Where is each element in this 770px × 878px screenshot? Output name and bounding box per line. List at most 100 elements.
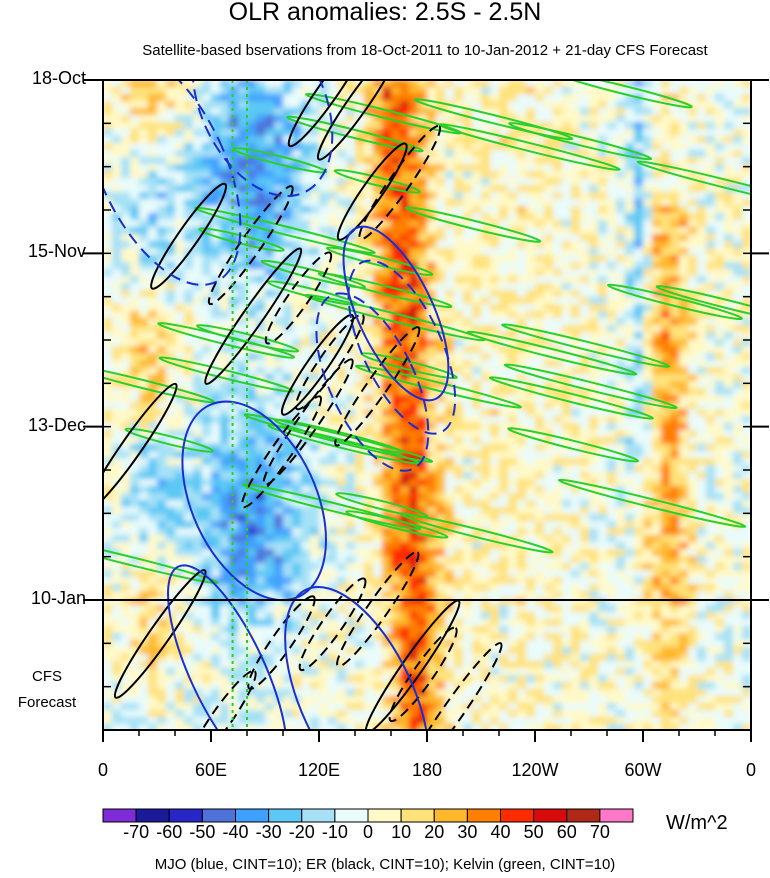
olr-cell (679, 493, 689, 501)
olr-cell (517, 129, 527, 137)
olr-cell (355, 311, 365, 319)
olr-cell (157, 297, 167, 305)
olr-cell (454, 493, 464, 501)
olr-cell (418, 255, 428, 263)
olr-cell (103, 269, 113, 277)
olr-cell (697, 374, 707, 382)
olr-cell (535, 199, 545, 207)
olr-cell (229, 507, 239, 515)
olr-cell (517, 108, 527, 116)
olr-cell (616, 311, 626, 319)
olr-cell (562, 192, 572, 200)
olr-cell (463, 171, 473, 179)
olr-cell (265, 311, 275, 319)
olr-cell (490, 143, 500, 151)
olr-cell (265, 206, 275, 214)
olr-cell (499, 479, 509, 487)
olr-cell (490, 346, 500, 354)
olr-cell (193, 136, 203, 144)
olr-cell (562, 185, 572, 193)
olr-cell (130, 318, 140, 326)
olr-cell (580, 332, 590, 340)
olr-cell (274, 136, 284, 144)
olr-cell (445, 444, 455, 452)
olr-cell (346, 290, 356, 298)
olr-cell (220, 507, 230, 515)
olr-cell (499, 80, 509, 88)
olr-cell (724, 500, 734, 508)
olr-cell (373, 143, 383, 151)
olr-cell (526, 115, 536, 123)
olr-cell (697, 437, 707, 445)
olr-cell (157, 304, 167, 312)
olr-cell (526, 514, 536, 522)
olr-cell (292, 339, 302, 347)
olr-cell (724, 311, 734, 319)
olr-cell (301, 409, 311, 417)
olr-cell (706, 297, 716, 305)
olr-cell (535, 458, 545, 466)
olr-cell (247, 521, 257, 529)
olr-cell (148, 304, 158, 312)
olr-cell (724, 381, 734, 389)
olr-cell (499, 542, 509, 550)
olr-cell (436, 213, 446, 221)
olr-cell (553, 87, 563, 95)
olr-cell (193, 346, 203, 354)
olr-cell (256, 192, 266, 200)
olr-cell (409, 437, 419, 445)
olr-cell (670, 353, 680, 361)
olr-cell (139, 227, 149, 235)
olr-cell (355, 486, 365, 494)
olr-cell (247, 171, 257, 179)
olr-cell (418, 416, 428, 424)
olr-cell (346, 269, 356, 277)
olr-cell (688, 339, 698, 347)
olr-cell (499, 87, 509, 95)
olr-cell (697, 549, 707, 557)
olr-cell (607, 276, 617, 284)
olr-cell (337, 346, 347, 354)
olr-cell (607, 346, 617, 354)
olr-cell (103, 332, 113, 340)
olr-cell (274, 500, 284, 508)
olr-cell (121, 416, 131, 424)
olr-cell (382, 346, 392, 354)
olr-cell (418, 549, 428, 557)
olr-cell (508, 409, 518, 417)
olr-cell (193, 108, 203, 116)
olr-cell (607, 465, 617, 473)
olr-cell (454, 472, 464, 480)
olr-cell (580, 164, 590, 172)
olr-cell (589, 423, 599, 431)
olr-cell (193, 248, 203, 256)
olr-cell (697, 458, 707, 466)
olr-cell (715, 101, 725, 109)
olr-cell (733, 479, 743, 487)
olr-cell (625, 150, 635, 158)
olr-cell (220, 80, 230, 88)
olr-cell (427, 367, 437, 375)
olr-cell (526, 353, 536, 361)
olr-cell (634, 451, 644, 459)
olr-cell (526, 199, 536, 207)
olr-cell (346, 122, 356, 130)
olr-cell (517, 465, 527, 473)
olr-cell (400, 80, 410, 88)
olr-cell (175, 213, 185, 221)
olr-cell (400, 416, 410, 424)
olr-cell (427, 325, 437, 333)
olr-cell (733, 332, 743, 340)
olr-cell (103, 472, 113, 480)
olr-cell (103, 563, 113, 571)
olr-cell (679, 101, 689, 109)
olr-cell (238, 521, 248, 529)
olr-cell (148, 549, 158, 557)
olr-cell (265, 185, 275, 193)
olr-cell (589, 346, 599, 354)
olr-cell (472, 192, 482, 200)
olr-cell (490, 283, 500, 291)
olr-cell (355, 213, 365, 221)
olr-cell (130, 556, 140, 564)
olr-cell (535, 514, 545, 522)
